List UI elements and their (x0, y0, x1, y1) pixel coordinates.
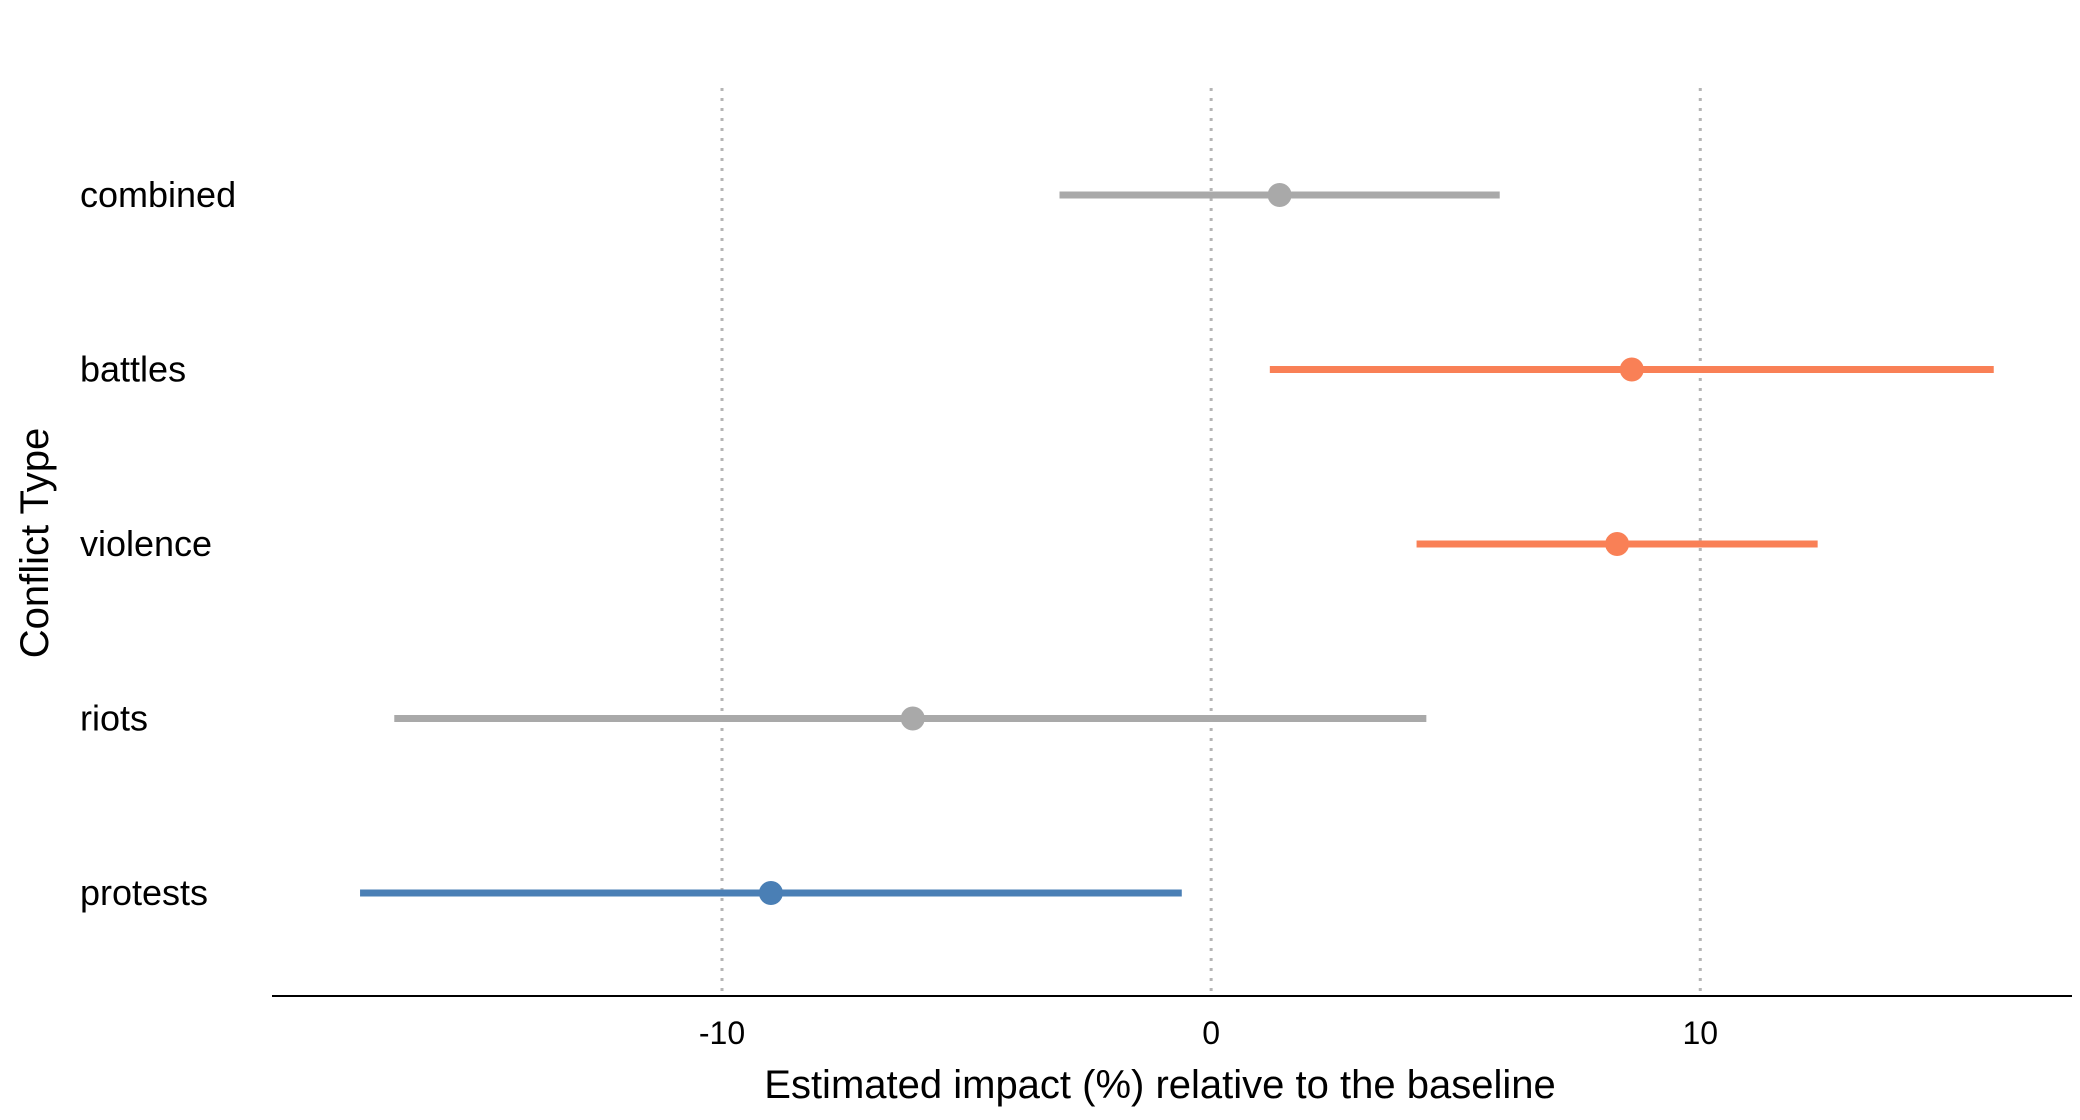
point-estimate (1619, 357, 1644, 382)
y-category-label: combined (80, 174, 236, 215)
x-tick-label: 10 (1682, 1015, 1718, 1051)
y-axis-title: Conflict Type (13, 428, 57, 659)
y-category-label: battles (80, 349, 186, 390)
point-estimate (900, 706, 925, 731)
point-estimate (758, 881, 783, 905)
x-axis: -10 0 10 (272, 995, 2072, 1051)
y-category-label: protests (80, 872, 208, 913)
grid-layer (720, 88, 1702, 996)
y-category-label: violence (80, 523, 212, 564)
x-tick-label: -10 (699, 1015, 745, 1051)
y-category-label: riots (80, 698, 148, 739)
x-tick-label: 0 (1202, 1015, 1220, 1051)
x-axis-title: Estimated impact (%) relative to the bas… (764, 1063, 1555, 1107)
point-estimate (1605, 532, 1630, 556)
point-estimate (1267, 183, 1292, 207)
category-labels: combined battles violence riots protests (80, 174, 236, 913)
series-layer (360, 183, 1994, 905)
